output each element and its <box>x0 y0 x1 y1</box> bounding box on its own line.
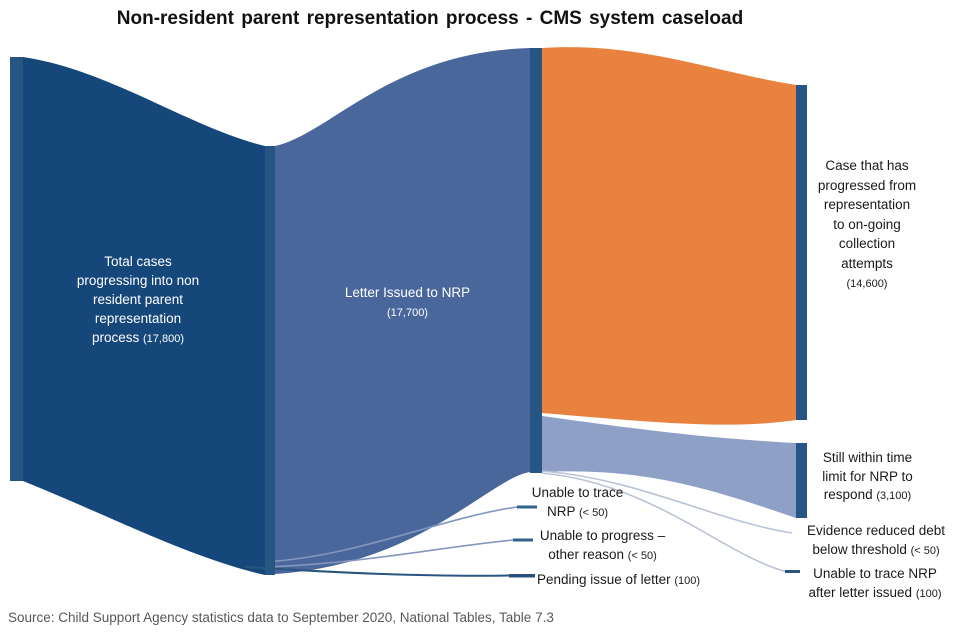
label-unable-to-progress: Unable to progress – other reason (< 50) <box>539 528 666 562</box>
node-letter-issued <box>265 146 275 575</box>
flow-letter-to-outcomes <box>275 48 530 574</box>
flow-unable-to-trace-after-letter <box>541 472 787 573</box>
node-unable-to-progress <box>513 538 533 542</box>
flow-unable-to-progress <box>264 539 514 568</box>
source-note: Source: Child Support Agency statistics … <box>8 610 554 625</box>
flow-evidence-reduced-debt <box>541 470 793 534</box>
label-total-cases: Total cases progressing into non residen… <box>76 254 200 345</box>
flow-unable-to-trace-nrp <box>264 506 518 563</box>
label-letter-issued: Letter Issued to NRP (17,700) <box>344 285 471 319</box>
node-unable-to-trace-nrp <box>517 505 537 509</box>
label-still-within-time: Still within time limit for NRP to respo… <box>822 450 913 502</box>
node-total-cases <box>10 57 23 481</box>
flow-total-to-letter <box>23 57 265 575</box>
label-progressed-collection: Case that has progressed from representa… <box>817 158 917 290</box>
label-unable-trace-after-letter: Unable to trace NRP after letter issued … <box>808 566 942 600</box>
flow-still-within-time <box>542 416 796 518</box>
flow-pending-issue-of-letter <box>244 566 510 577</box>
chart-title: Non-resident parent representation proce… <box>116 8 744 29</box>
node-still-within-time <box>796 443 807 518</box>
node-outcome-split <box>530 48 542 473</box>
flow-progressed-to-collection <box>542 47 796 425</box>
label-unable-to-trace-nrp: Unable to trace NRP (< 50) <box>531 485 624 519</box>
label-evidence-reduced: Evidence reduced debt below threshold (<… <box>806 523 946 557</box>
label-pending-issue: Pending issue of letter (100) <box>537 572 701 587</box>
node-unable-trace-after-letter <box>785 570 800 573</box>
node-progressed-collection <box>796 85 807 420</box>
node-pending-issue <box>509 574 535 578</box>
